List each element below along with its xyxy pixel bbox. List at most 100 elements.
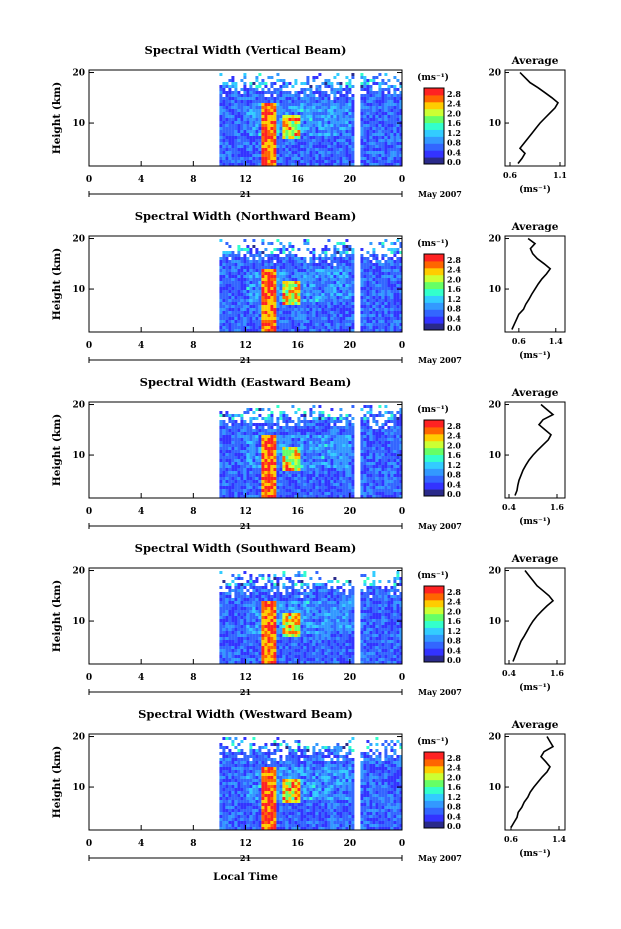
heatmap-cell [288,148,292,151]
heatmap-cell [249,151,253,154]
heatmap-cell [285,124,289,127]
heatmap-cell [291,85,295,88]
heatmap-cell [297,94,301,97]
heatmap-cell [384,260,388,263]
heatmap-cell [303,483,307,486]
heatmap-cell [276,73,280,76]
heatmap-cell [399,411,403,414]
heatmap-cell [396,103,400,106]
heatmap-cell [390,317,394,320]
heatmap-cell [270,414,274,417]
heatmap-cell [240,157,244,160]
heatmap-cell [261,483,265,486]
heatmap-cell [279,492,283,495]
heatmap-cell [231,450,235,453]
heatmap-cell [237,423,241,426]
heatmap-cell [375,94,379,97]
heatmap-cell [324,426,328,429]
heatmap-cell [240,441,244,444]
heatmap-cell [387,489,391,492]
heatmap-cell [300,287,304,290]
heatmap-cell [348,305,352,308]
heatmap-cell [360,486,364,489]
heatmap-cell [288,94,292,97]
heatmap-cell [393,284,397,287]
heatmap-cell [264,429,268,432]
heatmap-cell [399,163,403,166]
heatmap-cell [369,115,373,118]
heatmap-cell [279,323,283,326]
heatmap-cell [225,145,229,148]
heatmap-cell [288,296,292,299]
heatmap-cell [261,127,265,130]
heatmap-cell [246,326,250,329]
heatmap-cell [267,269,271,272]
heatmap-cell [372,474,376,477]
heatmap-cell [327,456,331,459]
heatmap-cell [282,290,286,293]
heatmap-cell [303,462,307,465]
heatmap-cell [324,124,328,127]
heatmap-cell [240,426,244,429]
heatmap-cell [381,100,385,103]
heatmap-cell [363,145,367,148]
heatmap-cell [342,290,346,293]
heatmap-cell [351,489,355,492]
heatmap-cell [321,495,325,498]
heatmap-cell [279,278,283,281]
heatmap-cell [378,100,382,103]
heatmap-cell [348,263,352,266]
heatmap-cell [300,447,304,450]
heatmap-cell [237,260,241,263]
heatmap-cell [360,408,364,411]
heatmap-cell [336,73,340,76]
heatmap-cell [249,142,253,145]
heatmap-cell [387,103,391,106]
heatmap-cell [288,477,292,480]
heatmap-cell [222,468,226,471]
heatmap-cell [336,97,340,100]
heatmap-cell [252,495,256,498]
heatmap-cell [378,94,382,97]
heatmap-cell [336,459,340,462]
heatmap-cell [291,420,295,423]
heatmap-cell [321,287,325,290]
heatmap-cell [393,483,397,486]
heatmap-cell [246,320,250,323]
x-tick-label: 20 [344,175,357,185]
heatmap-cell [366,127,370,130]
heatmap-cell [252,314,256,317]
heatmap-cell [339,287,343,290]
heatmap-cell [312,438,316,441]
heatmap-cell [261,251,265,254]
heatmap-cell [240,477,244,480]
heatmap-cell [240,115,244,118]
heatmap-cell [375,266,379,269]
heatmap-cell [390,492,394,495]
heatmap-cell [399,269,403,272]
heatmap-cell [270,145,274,148]
heatmap-cell [384,88,388,91]
heatmap-cell [330,492,334,495]
heatmap-cell [225,112,229,115]
heatmap-cell [234,124,238,127]
heatmap-cell [399,91,403,94]
heatmap-cell [387,85,391,88]
heatmap-cell [255,489,259,492]
heatmap-cell [264,486,268,489]
heatmap-cell [240,299,244,302]
panel-1: Spectral Width (Northward Beam)2010Heigh… [51,209,566,365]
heatmap-cell [261,326,265,329]
heatmap-cell [273,97,277,100]
heatmap-cell [279,136,283,139]
heatmap-cell [303,474,307,477]
heatmap-cell [249,263,253,266]
heatmap-cell [246,127,250,130]
heatmap-cell [336,251,340,254]
heatmap-cell [348,477,352,480]
heatmap-cell [318,326,322,329]
heatmap-cell [378,272,382,275]
heatmap-cell [276,426,280,429]
heatmap-cell [252,453,256,456]
